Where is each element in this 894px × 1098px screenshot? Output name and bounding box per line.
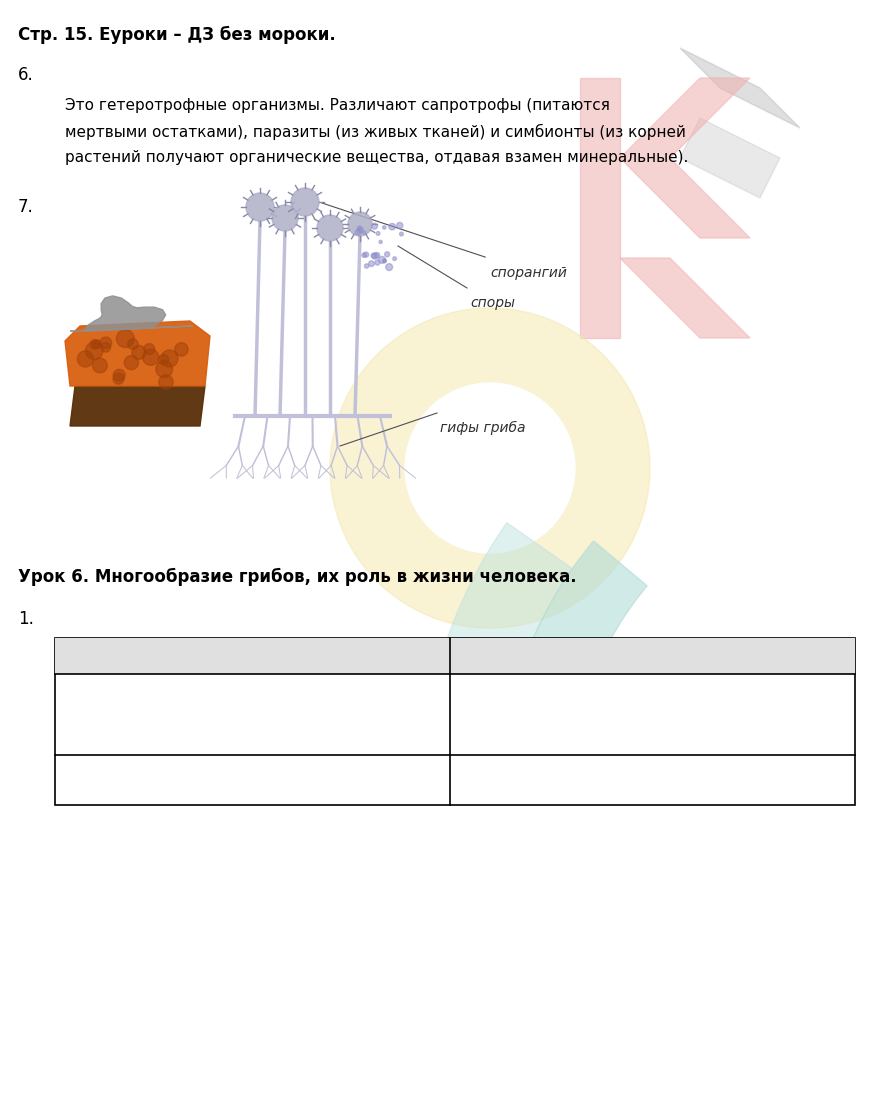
Polygon shape: [65, 321, 210, 386]
Wedge shape: [420, 523, 572, 784]
Circle shape: [128, 339, 139, 349]
Circle shape: [364, 253, 368, 257]
Wedge shape: [502, 541, 647, 770]
Circle shape: [363, 231, 366, 234]
Circle shape: [383, 259, 386, 262]
Circle shape: [317, 215, 343, 240]
Circle shape: [143, 349, 159, 366]
Circle shape: [100, 337, 112, 348]
Text: спорангий: спорангий: [490, 266, 567, 280]
Circle shape: [392, 257, 397, 260]
FancyBboxPatch shape: [55, 638, 855, 805]
Circle shape: [385, 264, 392, 270]
Text: Вторая категория съедобности: Вторая категория съедобности: [460, 712, 715, 727]
Circle shape: [116, 329, 134, 348]
Circle shape: [358, 227, 363, 233]
Polygon shape: [680, 117, 780, 198]
Circle shape: [272, 205, 298, 231]
Circle shape: [376, 232, 380, 235]
Polygon shape: [680, 48, 800, 128]
Text: Категория съедобности: Категория съедобности: [547, 645, 758, 661]
Text: гифы гриба: гифы гриба: [440, 421, 526, 435]
Text: Это гетеротрофные организмы. Различают сапротрофы (питаются: Это гетеротрофные организмы. Различают с…: [65, 98, 610, 113]
Text: Шампиньоны, подосиновики,
маслята: Шампиньоны, подосиновики, маслята: [65, 712, 302, 743]
Polygon shape: [70, 386, 205, 426]
Circle shape: [379, 257, 385, 264]
Circle shape: [405, 383, 575, 553]
Circle shape: [384, 251, 390, 257]
Text: мертвыми остатками), паразиты (из живых тканей) и симбионты (из корней: мертвыми остатками), паразиты (из живых …: [65, 124, 686, 141]
Text: споры: споры: [470, 296, 515, 310]
Circle shape: [101, 343, 111, 352]
Circle shape: [132, 346, 146, 359]
Circle shape: [86, 341, 103, 359]
Polygon shape: [620, 78, 750, 238]
FancyBboxPatch shape: [55, 638, 855, 674]
Circle shape: [158, 355, 169, 365]
Circle shape: [372, 223, 377, 229]
Circle shape: [348, 212, 372, 236]
Circle shape: [113, 373, 124, 384]
Polygon shape: [620, 258, 750, 338]
Circle shape: [159, 374, 173, 389]
Circle shape: [375, 260, 380, 265]
Text: 7.: 7.: [18, 198, 34, 216]
Text: Стр. 15. Еуроки – ДЗ без мороки.: Стр. 15. Еуроки – ДЗ без мороки.: [18, 26, 336, 44]
Circle shape: [291, 188, 319, 216]
Text: Белый гриб, рыжик, груздь: Белый гриб, рыжик, груздь: [65, 684, 287, 701]
Circle shape: [383, 226, 386, 229]
Circle shape: [362, 253, 367, 257]
Circle shape: [124, 356, 139, 370]
Circle shape: [397, 223, 403, 228]
Text: растений получают органические вещества, отдавая взамен минеральные).: растений получают органические вещества,…: [65, 150, 688, 165]
Text: Высшая категория съедобности: Высшая категория съедобности: [460, 684, 721, 701]
Circle shape: [365, 264, 368, 268]
Text: Урок 6. Многообразие грибов, их роль в жизни человека.: Урок 6. Многообразие грибов, их роль в ж…: [18, 568, 577, 586]
Circle shape: [375, 253, 380, 258]
Circle shape: [90, 339, 99, 349]
Circle shape: [174, 343, 188, 356]
Circle shape: [93, 339, 101, 348]
Circle shape: [379, 240, 383, 244]
Circle shape: [368, 261, 375, 267]
Circle shape: [389, 223, 395, 229]
Circle shape: [358, 226, 361, 229]
Text: 1.: 1.: [18, 610, 34, 628]
Circle shape: [372, 253, 378, 259]
Text: Свинушки, зеленушки, рядовики: Свинушки, зеленушки, рядовики: [65, 765, 332, 780]
Circle shape: [144, 344, 155, 355]
Circle shape: [156, 360, 173, 378]
Circle shape: [400, 232, 403, 236]
Circle shape: [384, 259, 386, 262]
Circle shape: [78, 351, 94, 367]
Circle shape: [371, 253, 376, 258]
Text: Наименее ценные в пищевом
отношении: Наименее ценные в пищевом отношении: [460, 765, 699, 797]
Polygon shape: [580, 78, 620, 338]
Circle shape: [355, 229, 361, 235]
Text: 6.: 6.: [18, 66, 34, 85]
Circle shape: [246, 193, 274, 221]
Circle shape: [330, 309, 650, 628]
Circle shape: [114, 369, 125, 381]
Polygon shape: [70, 295, 193, 332]
Text: Представитель: Представитель: [185, 645, 320, 660]
Circle shape: [161, 350, 178, 367]
Circle shape: [93, 358, 107, 373]
